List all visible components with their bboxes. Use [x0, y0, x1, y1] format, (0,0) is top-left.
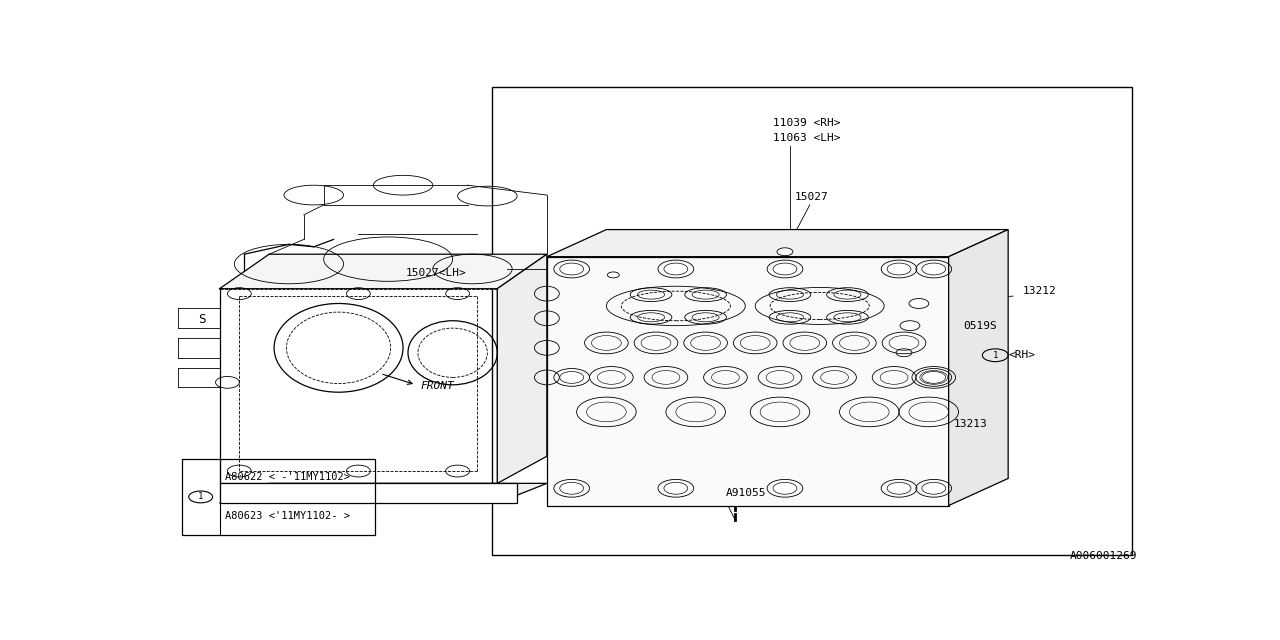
Text: 11063 <LH>: 11063 <LH>	[773, 133, 841, 143]
Text: A80623 <'11MY1102- >: A80623 <'11MY1102- >	[225, 511, 351, 522]
Circle shape	[608, 272, 620, 278]
Text: <RH>: <RH>	[1009, 350, 1036, 360]
Circle shape	[773, 483, 797, 494]
Text: 1: 1	[992, 351, 998, 360]
Bar	[493, 86, 1133, 555]
Polygon shape	[498, 254, 547, 483]
Circle shape	[887, 483, 911, 494]
Polygon shape	[547, 257, 948, 506]
Text: 1: 1	[198, 492, 204, 501]
Circle shape	[559, 263, 584, 275]
Text: A006001269: A006001269	[1070, 551, 1137, 561]
Circle shape	[664, 263, 687, 275]
Text: 13213: 13213	[954, 419, 987, 429]
Polygon shape	[547, 230, 1009, 257]
Circle shape	[664, 483, 687, 494]
Circle shape	[922, 371, 946, 383]
Text: FRONT: FRONT	[421, 381, 454, 391]
Circle shape	[777, 248, 792, 256]
Text: A91055: A91055	[726, 488, 765, 498]
Circle shape	[559, 483, 584, 494]
Text: A80622 < -'11MY1102>: A80622 < -'11MY1102>	[225, 472, 351, 483]
Polygon shape	[220, 254, 547, 289]
Polygon shape	[220, 483, 547, 503]
Bar	[182, 459, 375, 535]
Text: 13212: 13212	[1023, 285, 1057, 296]
Circle shape	[559, 371, 584, 383]
Polygon shape	[948, 230, 1009, 506]
Circle shape	[887, 263, 911, 275]
Text: 0519S: 0519S	[964, 321, 997, 331]
Text: 11039 <RH>: 11039 <RH>	[773, 118, 841, 128]
Circle shape	[900, 321, 920, 331]
Circle shape	[922, 263, 946, 275]
Text: S: S	[197, 313, 205, 326]
Text: 15027: 15027	[795, 192, 828, 202]
Circle shape	[922, 483, 946, 494]
Circle shape	[773, 263, 797, 275]
Text: 15027<LH>: 15027<LH>	[406, 268, 467, 278]
Circle shape	[909, 298, 929, 308]
Polygon shape	[220, 483, 517, 503]
